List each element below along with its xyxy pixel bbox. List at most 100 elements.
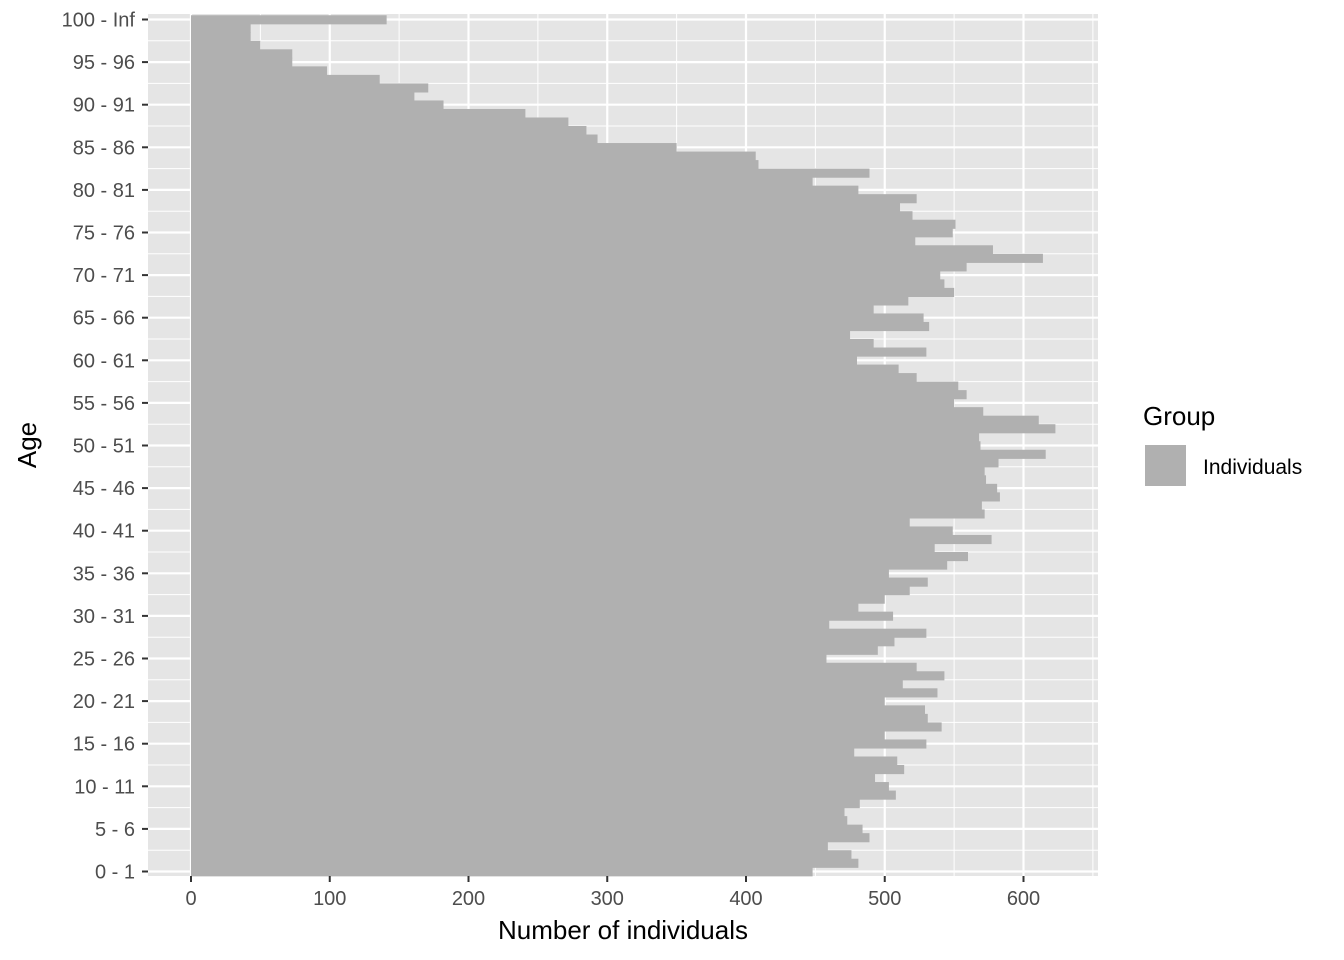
y-tick-label: 20 - 21 xyxy=(73,691,135,713)
bar xyxy=(191,722,942,732)
bar xyxy=(191,194,917,204)
bar xyxy=(191,483,998,493)
bar xyxy=(191,432,980,442)
bar xyxy=(191,867,813,877)
bar xyxy=(191,211,913,221)
y-tick-label: 65 - 66 xyxy=(73,308,135,330)
bar xyxy=(191,91,415,102)
bar xyxy=(191,458,999,468)
x-tick-label: 600 xyxy=(1007,888,1040,910)
bar xyxy=(191,475,987,485)
bar xyxy=(191,117,569,127)
bar xyxy=(191,228,953,238)
bar xyxy=(191,747,855,758)
bar xyxy=(191,526,953,536)
y-tick-label: 10 - 11 xyxy=(74,776,135,798)
bar xyxy=(191,517,910,528)
bar xyxy=(191,799,860,809)
bar xyxy=(191,645,878,655)
bar xyxy=(191,108,526,119)
x-tick-label: 200 xyxy=(452,888,485,910)
legend: Group Individuals xyxy=(1143,401,1302,488)
bar xyxy=(191,66,327,76)
bar xyxy=(191,560,948,570)
bar xyxy=(191,74,380,84)
bar xyxy=(191,40,261,50)
bar xyxy=(191,57,293,67)
bar xyxy=(191,637,895,647)
bar xyxy=(191,270,941,280)
bar xyxy=(191,321,930,332)
bar xyxy=(191,713,928,723)
bar xyxy=(191,696,885,706)
bar xyxy=(191,492,1000,502)
bar xyxy=(191,287,955,297)
bar xyxy=(191,807,845,817)
x-tick-label: 500 xyxy=(868,888,901,910)
bar xyxy=(191,390,967,400)
bar xyxy=(191,364,899,374)
bar xyxy=(191,296,909,306)
bar xyxy=(191,398,955,408)
legend-key xyxy=(1143,443,1188,488)
bar xyxy=(191,151,756,161)
y-tick-label: 35 - 36 xyxy=(73,563,135,585)
x-tick-label: 300 xyxy=(591,888,624,910)
bar xyxy=(191,730,885,741)
y-tick-label: 5 - 6 xyxy=(95,819,135,841)
bar xyxy=(191,236,916,246)
bar xyxy=(191,219,956,229)
bar xyxy=(191,339,874,349)
bar xyxy=(191,611,894,621)
bar xyxy=(191,313,924,323)
bar xyxy=(191,83,429,93)
bar xyxy=(191,816,848,826)
bar xyxy=(191,100,444,110)
bar xyxy=(191,552,968,562)
y-tick-label: 45 - 46 xyxy=(73,478,135,500)
bar xyxy=(191,160,759,170)
x-tick-label: 400 xyxy=(729,888,762,910)
bar xyxy=(191,705,925,715)
y-tick-label: 25 - 26 xyxy=(73,649,135,671)
bar xyxy=(191,177,813,187)
bar xyxy=(191,424,1056,434)
y-tick-label: 70 - 71 xyxy=(73,265,135,287)
bar xyxy=(191,407,984,417)
bar xyxy=(191,23,251,33)
bars xyxy=(191,15,1056,877)
bar xyxy=(191,586,910,596)
bar xyxy=(191,279,945,289)
bar xyxy=(191,833,870,843)
bar xyxy=(191,500,982,510)
bar xyxy=(191,262,967,272)
bar xyxy=(191,415,1039,425)
bar xyxy=(191,739,927,749)
bar xyxy=(191,671,945,681)
legend-title: Group xyxy=(1143,401,1215,431)
y-tick-label: 30 - 31 xyxy=(73,606,135,628)
y-tick-label: 0 - 1 xyxy=(95,862,135,884)
bar xyxy=(191,850,852,860)
y-tick-label: 55 - 56 xyxy=(73,393,135,415)
bar xyxy=(191,688,938,698)
bar xyxy=(191,858,859,868)
bar xyxy=(191,466,985,476)
y-tick-label: 15 - 16 xyxy=(73,734,135,756)
bar xyxy=(191,620,830,630)
bar xyxy=(191,253,1043,263)
bar xyxy=(191,534,992,545)
bar xyxy=(191,824,863,834)
x-axis: 0 100 200 300 400 500 600 xyxy=(185,876,1040,910)
bar xyxy=(191,756,898,766)
bar xyxy=(191,577,928,587)
y-axis-title: Age xyxy=(12,422,42,468)
bar xyxy=(191,126,587,136)
bar xyxy=(191,679,903,689)
bar xyxy=(191,49,293,59)
y-axis: 0 - 1 5 - 6 10 - 11 15 - 16 20 - 21 25 - 26 30… xyxy=(62,10,148,884)
bar xyxy=(191,449,1046,459)
bar xyxy=(191,347,927,357)
x-axis-title: Number of individuals xyxy=(498,915,748,945)
